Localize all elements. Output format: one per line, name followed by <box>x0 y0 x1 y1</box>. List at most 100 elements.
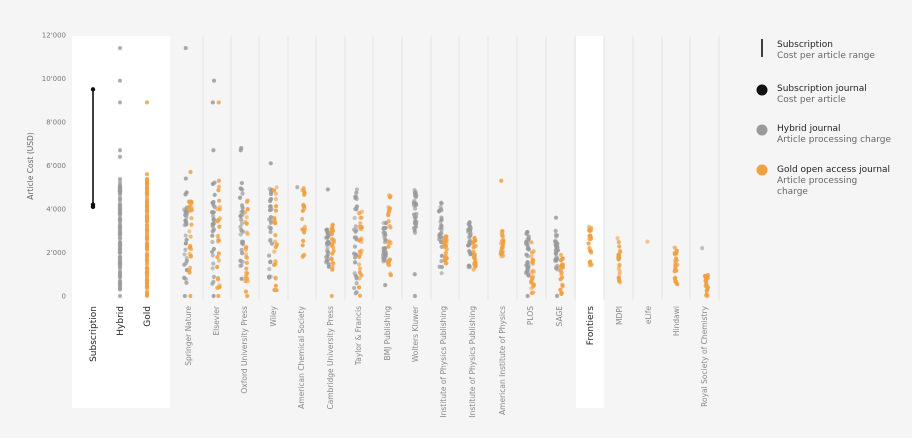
hybrid-point <box>210 100 215 105</box>
column-dividers <box>202 36 720 300</box>
gold-point <box>302 252 307 258</box>
gold-point <box>245 293 250 299</box>
hybrid-point <box>354 187 360 192</box>
hybrid-point <box>184 280 189 285</box>
hybrid-overall-point <box>117 283 123 288</box>
gold-point <box>386 205 391 210</box>
hybrid-point <box>267 274 272 279</box>
gold-overall-point <box>144 227 150 232</box>
hybrid-overall-point <box>117 185 123 190</box>
hybrid-point <box>351 227 357 232</box>
gold-point <box>272 221 278 226</box>
hybrid-point <box>353 194 358 199</box>
y-tick-label: 4'000 <box>46 206 66 214</box>
gold-point <box>672 252 677 257</box>
gold-point <box>244 266 249 271</box>
hybrid-overall-point <box>117 154 123 159</box>
category-label: Gold <box>143 306 153 327</box>
gold-point <box>187 270 192 275</box>
gold-point <box>359 225 364 230</box>
gold-point <box>558 268 563 274</box>
gold-point <box>357 276 362 281</box>
hybrid-point <box>184 237 189 242</box>
hybrid-point <box>354 290 359 295</box>
hybrid-point <box>240 187 245 192</box>
y-tick-label: 0 <box>62 293 66 301</box>
gold-point <box>531 282 537 288</box>
gold-overall-point <box>144 100 150 105</box>
gold-point <box>387 223 392 229</box>
gold-point <box>587 260 592 265</box>
hybrid-point <box>238 258 243 263</box>
gold-point <box>703 282 709 287</box>
gold-point <box>300 187 305 193</box>
gold-point <box>387 239 392 244</box>
gold-point <box>215 285 220 290</box>
gold-overall-point <box>144 197 150 202</box>
gold-point <box>444 247 449 252</box>
hybrid-point <box>239 180 244 186</box>
category-label: Hybrid <box>116 306 126 336</box>
hybrid-point <box>438 219 443 224</box>
category-label: Institute of Physics Publishing <box>439 306 448 418</box>
gold-overall-point <box>144 262 150 267</box>
hybrid-point <box>210 253 216 258</box>
gold-point <box>273 283 278 288</box>
gold-point <box>330 237 335 242</box>
gold-point <box>187 229 192 234</box>
gold-point <box>301 204 307 209</box>
hybrid-point <box>183 241 188 246</box>
legend-title: Hybrid journal <box>777 124 841 134</box>
hybrid-point <box>412 272 417 277</box>
hybrid-point <box>211 274 217 279</box>
hybrid-overall-point <box>117 242 123 247</box>
hybrid-point <box>184 190 189 195</box>
hybrid-point <box>467 263 472 268</box>
gold-point <box>587 228 592 233</box>
hybrid-point <box>383 238 388 243</box>
hybrid-point <box>353 224 358 229</box>
category-label: Institute of Physics Publishing <box>468 306 477 418</box>
frontiers-panel-bg <box>576 36 604 408</box>
hybrid-point <box>210 239 215 245</box>
gold-point <box>329 243 334 248</box>
gold-point <box>302 192 307 197</box>
hybrid-point <box>439 223 444 229</box>
gold-point <box>501 239 506 245</box>
hybrid-point <box>211 261 216 266</box>
gold-point <box>216 188 221 193</box>
gold-point <box>530 257 535 262</box>
y-tick-label: 6'000 <box>46 162 66 170</box>
hybrid-overall-point <box>117 100 123 105</box>
gold-point <box>357 210 362 216</box>
gold-point <box>559 272 564 277</box>
hybrid-point <box>210 210 215 215</box>
gold-point <box>243 289 249 294</box>
legend-subtitle: charge <box>777 187 808 197</box>
hybrid-point <box>295 185 300 190</box>
hybrid-point <box>211 217 216 223</box>
gold-point <box>189 205 194 210</box>
gold-point <box>442 257 448 262</box>
gold-point <box>672 245 677 250</box>
category-label: Subscription <box>89 306 99 362</box>
hybrid-overall-point <box>117 181 123 186</box>
hybrid-point <box>413 224 419 230</box>
gold-overall-point <box>144 236 150 241</box>
hybrid-point <box>324 248 330 253</box>
hybrid-point <box>210 233 215 238</box>
gold-point <box>357 266 363 271</box>
gold-point <box>473 243 478 249</box>
gold-point <box>560 284 565 289</box>
gold-overall-point <box>144 247 150 252</box>
hybrid-overall-point <box>117 236 123 241</box>
hybrid-point <box>554 293 560 299</box>
gold-point <box>243 210 248 215</box>
gold-point <box>244 230 250 235</box>
hybrid-overall-point <box>117 248 123 253</box>
hybrid-point <box>413 201 418 206</box>
gold-point <box>529 254 534 259</box>
hybrid-point <box>268 204 273 209</box>
gold-point <box>357 270 362 275</box>
